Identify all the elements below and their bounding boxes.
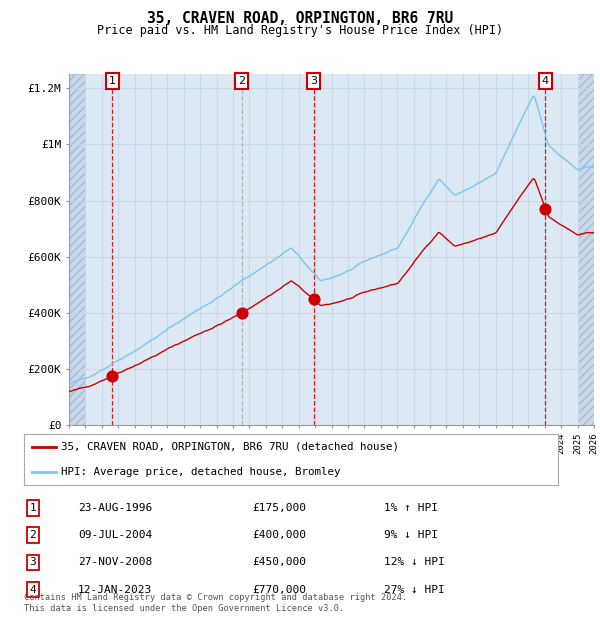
Text: 2: 2 xyxy=(238,76,245,86)
Text: Contains HM Land Registry data © Crown copyright and database right 2024.
This d: Contains HM Land Registry data © Crown c… xyxy=(24,593,407,613)
Text: 27-NOV-2008: 27-NOV-2008 xyxy=(78,557,152,567)
Text: £400,000: £400,000 xyxy=(252,530,306,540)
Text: 3: 3 xyxy=(310,76,317,86)
Text: 4: 4 xyxy=(542,76,549,86)
Bar xyxy=(578,74,594,425)
Point xyxy=(541,204,550,214)
Text: 09-JUL-2004: 09-JUL-2004 xyxy=(78,530,152,540)
Text: 3: 3 xyxy=(29,557,37,567)
Text: 27% ↓ HPI: 27% ↓ HPI xyxy=(384,585,445,595)
Text: 12% ↓ HPI: 12% ↓ HPI xyxy=(384,557,445,567)
Text: Price paid vs. HM Land Registry's House Price Index (HPI): Price paid vs. HM Land Registry's House … xyxy=(97,24,503,37)
Text: 35, CRAVEN ROAD, ORPINGTON, BR6 7RU: 35, CRAVEN ROAD, ORPINGTON, BR6 7RU xyxy=(147,11,453,26)
Text: HPI: Average price, detached house, Bromley: HPI: Average price, detached house, Brom… xyxy=(61,467,341,477)
Text: 9% ↓ HPI: 9% ↓ HPI xyxy=(384,530,438,540)
Text: £175,000: £175,000 xyxy=(252,503,306,513)
Text: 1: 1 xyxy=(29,503,37,513)
Text: 23-AUG-1996: 23-AUG-1996 xyxy=(78,503,152,513)
Text: 2: 2 xyxy=(29,530,37,540)
Text: 12-JAN-2023: 12-JAN-2023 xyxy=(78,585,152,595)
Bar xyxy=(69,74,85,425)
Point xyxy=(237,308,247,317)
Text: 35, CRAVEN ROAD, ORPINGTON, BR6 7RU (detached house): 35, CRAVEN ROAD, ORPINGTON, BR6 7RU (det… xyxy=(61,441,400,452)
Text: £770,000: £770,000 xyxy=(252,585,306,595)
Text: 1: 1 xyxy=(109,76,116,86)
Text: 4: 4 xyxy=(29,585,37,595)
Point xyxy=(107,371,117,381)
Text: £450,000: £450,000 xyxy=(252,557,306,567)
Text: 1% ↑ HPI: 1% ↑ HPI xyxy=(384,503,438,513)
Point xyxy=(309,294,319,304)
